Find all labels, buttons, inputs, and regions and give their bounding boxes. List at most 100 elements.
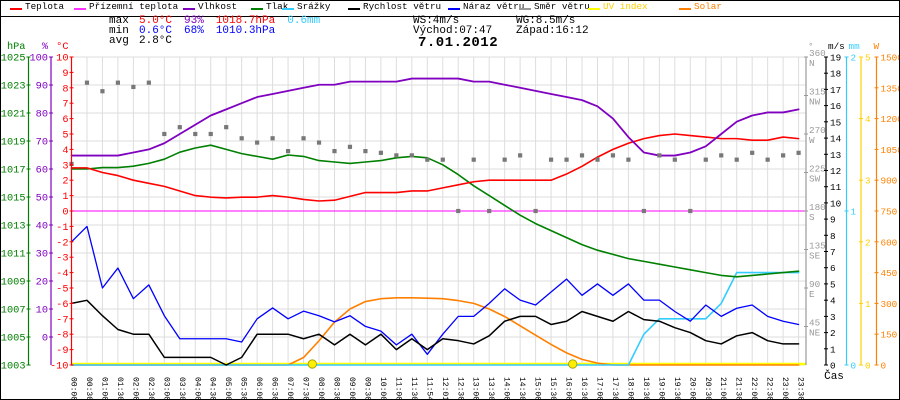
- svg-text:10: 10: [36, 305, 48, 317]
- svg-text:10: 10: [830, 198, 841, 209]
- svg-text:09:30: 09:30: [362, 377, 371, 400]
- svg-text:5: 5: [865, 53, 871, 64]
- svg-text:-7: -7: [56, 314, 68, 326]
- svg-text:1013: 1013: [1, 221, 26, 233]
- svg-text:12:01: 12:01: [440, 377, 449, 400]
- svg-text:150: 150: [881, 330, 898, 341]
- svg-text:13:30: 13:30: [486, 377, 495, 400]
- svg-text:11:00: 11:00: [393, 377, 402, 400]
- svg-text:17:00: 17:00: [594, 377, 603, 400]
- svg-text:07:00: 07:00: [285, 377, 294, 400]
- svg-text:SW: SW: [809, 174, 821, 185]
- svg-text:S: S: [809, 212, 815, 223]
- svg-text:00:30: 00:30: [84, 377, 93, 400]
- svg-text:0: 0: [851, 361, 857, 372]
- svg-text:03:00: 03:00: [161, 377, 170, 400]
- svg-text:6: 6: [62, 114, 68, 126]
- svg-text:18:00: 18:00: [625, 377, 634, 400]
- svg-text:1: 1: [865, 299, 871, 310]
- svg-text:02:00: 02:00: [130, 377, 139, 400]
- svg-text:2: 2: [865, 237, 871, 248]
- svg-text:10:00: 10:00: [378, 377, 387, 400]
- svg-text:16:30: 16:30: [579, 377, 588, 400]
- svg-text:Čas: Čas: [824, 369, 844, 383]
- svg-text:mm: mm: [849, 41, 861, 52]
- svg-text:1: 1: [830, 344, 836, 355]
- svg-text:1003: 1003: [1, 361, 26, 373]
- svg-text:00:00: 00:00: [69, 377, 78, 400]
- svg-text:-9: -9: [56, 345, 68, 357]
- svg-text:°: °: [808, 41, 814, 52]
- svg-text:19: 19: [830, 53, 841, 64]
- svg-text:04:30: 04:30: [208, 377, 217, 400]
- svg-text:10: 10: [56, 53, 68, 65]
- svg-text:2: 2: [851, 53, 857, 64]
- svg-text:11:30: 11:30: [409, 377, 418, 400]
- svg-text:17:30: 17:30: [610, 377, 619, 400]
- svg-text:6: 6: [830, 263, 836, 274]
- svg-text:12: 12: [830, 166, 841, 177]
- svg-text:01:00: 01:00: [99, 377, 108, 400]
- svg-text:%: %: [42, 41, 49, 53]
- svg-text:1025: 1025: [1, 53, 26, 65]
- svg-text:16:00: 16:00: [564, 377, 573, 400]
- svg-text:15:00: 15:00: [533, 377, 542, 400]
- svg-text:SE: SE: [809, 251, 821, 262]
- svg-text:40: 40: [36, 221, 48, 233]
- svg-text:m/s: m/s: [828, 41, 845, 52]
- svg-text:-5: -5: [56, 284, 68, 296]
- svg-text:06:30: 06:30: [270, 377, 279, 400]
- svg-text:80: 80: [36, 109, 48, 121]
- svg-text:W: W: [874, 41, 880, 52]
- svg-text:02:30: 02:30: [146, 377, 155, 400]
- svg-text:100: 100: [29, 53, 48, 65]
- svg-text:22:30: 22:30: [765, 377, 774, 400]
- svg-text:17: 17: [830, 85, 841, 96]
- svg-text:-3: -3: [56, 253, 68, 265]
- svg-text:01:30: 01:30: [115, 377, 124, 400]
- svg-text:20:00: 20:00: [687, 377, 696, 400]
- svg-text:09:00: 09:00: [347, 377, 356, 400]
- svg-text:15:30: 15:30: [548, 377, 557, 400]
- svg-text:1050: 1050: [881, 145, 900, 156]
- svg-text:NW: NW: [809, 97, 821, 108]
- svg-text:04:00: 04:00: [192, 377, 201, 400]
- svg-text:16: 16: [830, 101, 841, 112]
- svg-text:3: 3: [62, 160, 68, 172]
- svg-text:23:30: 23:30: [796, 377, 805, 400]
- svg-text:-4: -4: [56, 268, 68, 280]
- svg-text:90: 90: [36, 81, 48, 93]
- svg-text:3: 3: [865, 176, 871, 187]
- svg-text:0: 0: [881, 361, 887, 372]
- svg-text:-2: -2: [56, 237, 68, 249]
- svg-text:5: 5: [62, 130, 68, 142]
- svg-text:1200: 1200: [881, 114, 900, 125]
- svg-text:4: 4: [865, 114, 871, 125]
- svg-text:19:30: 19:30: [672, 377, 681, 400]
- svg-text:1011: 1011: [1, 249, 26, 261]
- svg-text:15: 15: [830, 117, 841, 128]
- svg-text:0: 0: [42, 333, 48, 345]
- svg-text:4: 4: [830, 296, 836, 307]
- svg-text:03:30: 03:30: [177, 377, 186, 400]
- svg-text:W: W: [809, 135, 815, 146]
- svg-text:-1: -1: [56, 222, 68, 234]
- svg-text:0: 0: [830, 361, 836, 372]
- svg-text:4: 4: [62, 145, 68, 157]
- svg-text:2: 2: [62, 176, 68, 188]
- svg-text:07:30: 07:30: [301, 377, 310, 400]
- svg-text:08:00: 08:00: [316, 377, 325, 400]
- svg-text:E: E: [809, 289, 815, 300]
- svg-text:05:00: 05:00: [223, 377, 232, 400]
- svg-text:30: 30: [36, 249, 48, 261]
- svg-text:06:00: 06:00: [254, 377, 263, 400]
- svg-text:750: 750: [881, 207, 898, 218]
- svg-text:1017: 1017: [1, 165, 26, 177]
- svg-text:1023: 1023: [1, 81, 26, 93]
- svg-text:20: 20: [36, 277, 48, 289]
- svg-text:7: 7: [830, 247, 836, 258]
- svg-text:1009: 1009: [1, 277, 26, 289]
- svg-text:21:00: 21:00: [718, 377, 727, 400]
- svg-text:1005: 1005: [1, 333, 26, 345]
